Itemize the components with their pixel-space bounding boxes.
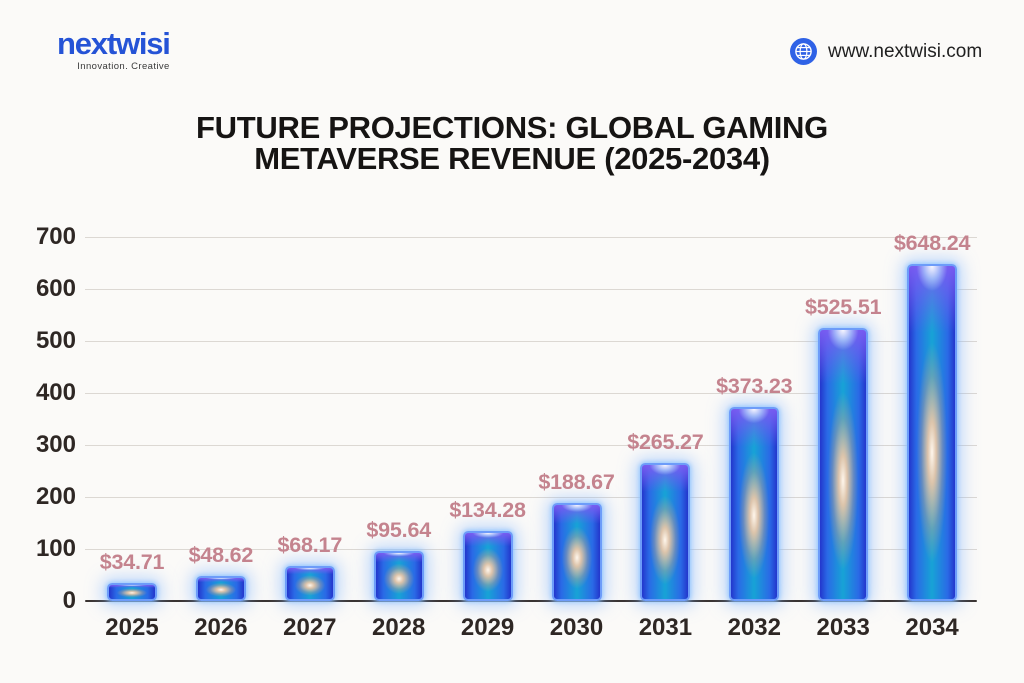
x-tick-label: 2032 [727,614,781,641]
y-tick-label: 500 [35,327,76,354]
chart-title: FUTURE PROJECTIONS: GLOBAL GAMING METAVE… [0,112,1024,174]
x-tick-label: 2026 [194,614,248,641]
bar [373,551,424,601]
bar [284,566,335,601]
gridline [85,289,977,290]
logo-tagline: Innovation. Creative [77,61,170,72]
bar [551,503,602,601]
bar [195,576,246,601]
bar-value-label: $525.51 [805,295,882,319]
chart-title-line2: METAVERSE REVENUE (2025-2034) [254,141,770,176]
bar [907,264,958,601]
x-tick-label: 2031 [638,614,693,641]
gridline [85,341,977,342]
bar [818,328,869,601]
x-tick-label: 2027 [283,614,337,641]
bar-value-label: $34.71 [99,550,165,574]
logo-wordmark: nextwisi [57,26,171,61]
bar-value-label: $648.24 [893,231,971,255]
y-tick-label: 600 [35,275,76,302]
x-tick-label: 2033 [816,614,870,641]
gridline [85,393,977,394]
y-tick-label: 700 [35,223,76,250]
bar-value-label: $134.28 [449,498,526,522]
bar [640,463,691,601]
y-tick-label: 0 [62,587,76,614]
x-tick-label: 2028 [371,614,426,641]
bar [462,531,513,601]
bar [729,407,780,601]
gridline [85,237,977,238]
y-tick-label: 400 [35,379,76,406]
website-url: www.nextwisi.com [828,40,983,62]
bar-value-label: $48.62 [188,543,254,567]
bar-value-label: $373.23 [716,374,793,398]
bar-value-label: $68.17 [277,533,343,557]
y-tick-label: 200 [35,483,76,510]
brand-logo: nextwisi Innovation. Creative [57,26,171,73]
gridline [85,497,977,498]
x-axis-line [85,600,977,602]
x-tick-label: 2030 [549,614,604,641]
y-tick-label: 100 [35,535,76,562]
gridline [85,549,977,550]
gridline [85,445,977,446]
website-link: www.nextwisi.com [790,38,982,65]
chart-title-line1: FUTURE PROJECTIONS: GLOBAL GAMING [196,110,828,145]
bar-value-label: $95.64 [366,518,431,542]
x-tick-label: 2029 [460,614,515,641]
x-tick-label: 2034 [905,614,959,641]
x-tick-label: 2025 [105,614,159,641]
y-tick-label: 300 [35,431,76,458]
globe-icon [790,38,817,65]
bar-value-label: $188.67 [538,470,615,494]
bar [107,583,157,601]
bar-value-label: $265.27 [627,430,704,454]
